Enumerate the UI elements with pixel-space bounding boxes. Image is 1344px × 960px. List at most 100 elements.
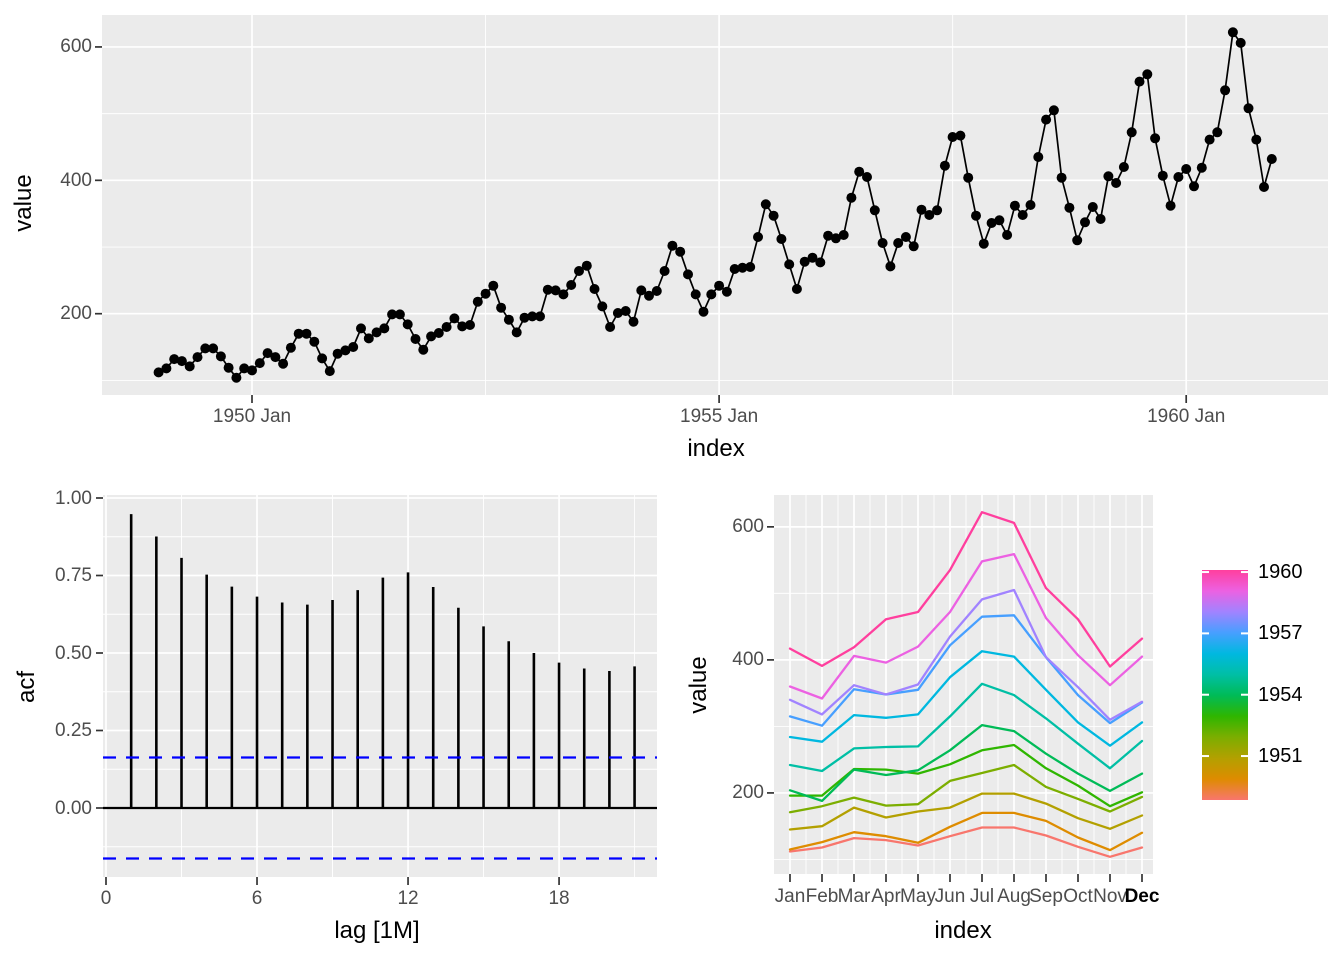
y-tick-label: 600 [60,36,92,58]
data-point [760,199,771,210]
data-point [1189,181,1199,192]
data-point [877,238,888,248]
data-point [472,296,483,307]
data-point [636,285,647,296]
data-point [169,354,180,365]
season-line-1957 [788,614,1144,727]
data-point [784,259,795,270]
y-tick-label: 0.75 [55,565,92,586]
data-point [433,328,444,338]
data-point [410,334,421,344]
data-point [1009,200,1020,211]
data-point [963,172,974,183]
data-point [1150,133,1161,144]
data-point [644,290,654,301]
data-point [402,319,413,330]
data-point [838,230,849,240]
x-tick-label-month: Dec [1124,886,1160,907]
x-tick-label-month: Nov [1093,886,1127,907]
data-point [542,284,553,295]
data-point [192,352,203,363]
season-panel [774,495,1153,874]
season-line-1950 [788,811,1144,852]
data-point [893,238,904,248]
data-point [278,358,289,369]
data-point [1212,127,1223,138]
timeseries-x-axis-title: index [687,435,745,462]
data-point [184,361,195,372]
x-tick-label: 1950 Jan [212,406,292,427]
data-point [441,322,452,332]
data-point [1017,210,1028,220]
x-tick-label-month: Aug [997,886,1031,907]
data-point [566,280,577,290]
data-point [503,314,514,325]
data-point [1041,114,1052,125]
data-point [1181,164,1192,174]
data-point [332,348,343,359]
data-point [1204,134,1215,145]
year-colorbar [1202,570,1248,800]
data-point [1165,200,1176,211]
data-point [1235,37,1246,48]
data-point [1095,214,1106,224]
data-point [1033,152,1044,162]
data-point [753,232,763,242]
data-point [1048,105,1059,116]
x-tick-label: 6 [251,888,263,909]
data-point [1227,27,1238,38]
data-point [1196,162,1207,173]
data-point [1243,103,1254,114]
legend-tick-label: 1957 [1258,622,1303,645]
data-point [426,331,437,342]
data-point [449,313,460,324]
data-point [1220,85,1231,96]
data-point [581,260,592,271]
data-point [721,286,732,297]
data-point [496,302,507,313]
data-point [955,130,966,141]
season-line-1958 [788,588,1144,721]
x-tick-label: 0 [100,888,112,909]
data-point [589,284,600,294]
x-tick-label-month: Oct [1063,886,1093,907]
data-point [161,363,172,374]
data-point [667,240,678,251]
x-tick-label-month: Jun [934,886,966,907]
data-point [854,166,865,177]
data-point [1080,217,1090,228]
data-point [363,333,374,344]
season-line-1955 [788,682,1144,773]
data-point [309,336,320,347]
data-point [620,306,631,316]
data-point [262,348,273,359]
data-point [465,320,475,330]
data-point [1126,127,1137,138]
data-point [1103,171,1114,182]
data-point [815,257,826,268]
data-point [932,205,943,216]
data-point [1064,202,1075,213]
data-point [924,210,935,220]
x-tick-label-month: May [900,886,936,907]
data-point [768,210,779,221]
data-point [690,289,701,300]
x-tick-label: 1960 Jan [1147,406,1226,427]
season-line-1949 [788,826,1144,858]
season-line-1951 [788,792,1144,831]
data-point [324,366,335,377]
y-tick-label: 1.00 [55,487,92,509]
data-point [846,192,857,203]
data-point [823,230,834,241]
data-point [285,342,296,353]
y-tick-label: 400 [60,169,92,191]
data-point [1266,154,1277,164]
data-point [348,342,359,352]
data-point [1002,230,1013,240]
data-point [153,367,164,378]
data-point [200,343,211,354]
x-tick-label: 18 [548,888,570,909]
data-point [939,160,950,171]
